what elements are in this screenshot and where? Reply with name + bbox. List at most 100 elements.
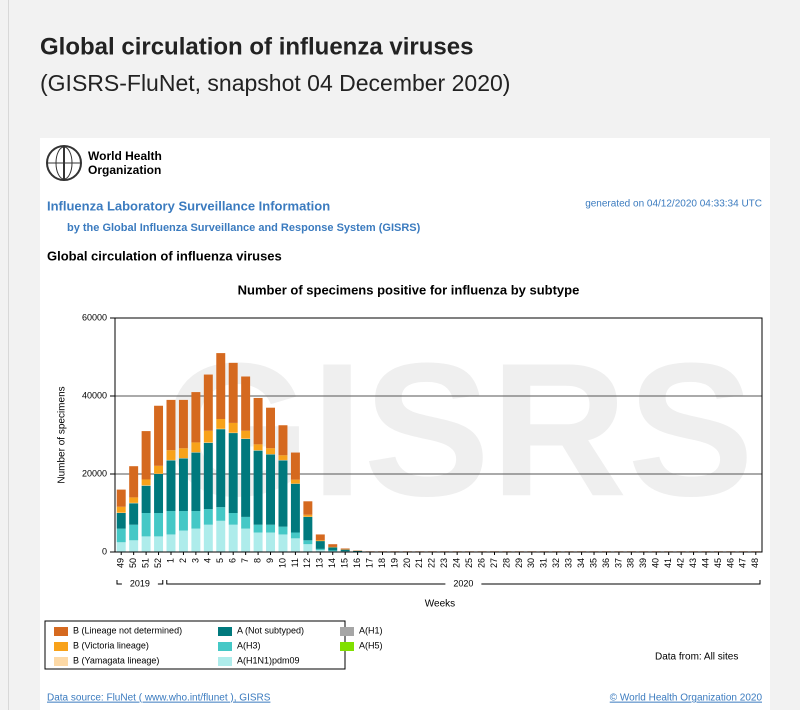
- bar-segment: [241, 528, 251, 552]
- x-tick-label: 18: [377, 558, 387, 568]
- bar-segment: [191, 452, 201, 512]
- x-tick-label: 1: [165, 558, 175, 563]
- bar-segment: [203, 524, 213, 552]
- x-tick-label: 5: [215, 558, 225, 563]
- y-tick-label: 60000: [82, 312, 107, 322]
- year-label: 2020: [453, 578, 473, 588]
- bar-segment: [353, 550, 363, 552]
- bar-segment: [241, 430, 251, 439]
- x-tick-label: 27: [489, 558, 499, 568]
- legend-swatch: [340, 627, 354, 636]
- report-subheading: by the Global Influenza Surveillance and…: [67, 222, 421, 234]
- x-tick-label: 2: [178, 558, 188, 563]
- bar-segment: [116, 489, 126, 507]
- x-tick-label: 16: [352, 558, 362, 568]
- bar-segment: [228, 433, 238, 513]
- x-tick-label: 8: [252, 558, 262, 563]
- bar-segment: [315, 550, 325, 552]
- bar-segment: [116, 528, 126, 543]
- bar-segment: [253, 450, 263, 525]
- x-tick-label: 6: [228, 558, 238, 563]
- x-tick-label: 39: [638, 558, 648, 568]
- bar-segment: [154, 513, 164, 537]
- bar-segment: [178, 458, 188, 512]
- bar-segment: [129, 497, 139, 503]
- bar-segment: [241, 376, 251, 431]
- x-tick-label: 34: [576, 558, 586, 568]
- y-tick-label: 20000: [82, 468, 107, 478]
- bar-segment: [266, 454, 276, 525]
- bar-segment: [266, 532, 276, 552]
- x-tick-label: 47: [738, 558, 748, 568]
- x-tick-label: 11: [290, 558, 300, 567]
- bar-segment: [154, 474, 164, 513]
- legend-label: A(H5): [359, 640, 383, 650]
- legend-swatch: [218, 657, 232, 666]
- legend-swatch: [54, 642, 68, 651]
- legend-label: B (Victoria lineage): [73, 640, 149, 650]
- bar-segment: [266, 448, 276, 455]
- bar-segment: [278, 425, 288, 456]
- bar-segment: [191, 392, 201, 443]
- x-tick-label: 48: [750, 558, 760, 568]
- x-tick-label: 35: [588, 558, 598, 568]
- x-tick-label: 13: [315, 558, 325, 568]
- y-tick-label: 40000: [82, 390, 107, 400]
- x-tick-label: 31: [539, 558, 549, 568]
- copyright-link[interactable]: © World Health Organization 2020: [610, 693, 763, 704]
- x-tick-label: 40: [651, 558, 661, 568]
- bar-segment: [228, 513, 238, 525]
- x-tick-label: 32: [551, 558, 561, 568]
- x-tick-label: 41: [663, 558, 673, 568]
- bar-segment: [129, 540, 139, 552]
- bar-segment: [303, 516, 313, 541]
- x-tick-label: 42: [676, 558, 686, 568]
- who-logo: [46, 145, 82, 181]
- x-tick-label: 26: [476, 558, 486, 568]
- x-tick-label: 29: [514, 558, 524, 568]
- x-tick-label: 37: [613, 558, 623, 568]
- bar-segment: [141, 513, 151, 537]
- x-tick-label: 15: [340, 558, 350, 568]
- page-subtitle: (GISRS-FluNet, snapshot 04 December 2020…: [40, 70, 510, 96]
- x-tick-label: 22: [427, 558, 437, 568]
- bar-segment: [116, 506, 126, 513]
- data-from: Data from: All sites: [655, 652, 738, 663]
- bar-segment: [141, 479, 151, 486]
- bar-segment: [315, 540, 325, 542]
- legend-swatch: [218, 642, 232, 651]
- bar-segment: [253, 444, 263, 451]
- bar-segment: [178, 399, 188, 449]
- bar-segment: [241, 516, 251, 529]
- bar-segment: [141, 485, 151, 513]
- plot-frame: [114, 317, 763, 553]
- x-tick-label: 38: [626, 558, 636, 568]
- bar-segment: [290, 532, 300, 539]
- source-link[interactable]: Data source: FluNet ( www.who.int/flunet…: [47, 693, 271, 704]
- bar-segment: [241, 438, 251, 517]
- legend-label: B (Lineage not determined): [73, 625, 182, 635]
- bar-segment: [303, 540, 313, 545]
- bar-segment: [278, 534, 288, 552]
- bar-segment: [228, 422, 238, 433]
- report-heading: Influenza Laboratory Surveillance Inform…: [47, 198, 330, 213]
- bar-segment: [253, 524, 263, 533]
- bar-segment: [216, 507, 226, 521]
- x-tick-label: 49: [116, 558, 126, 568]
- bar-segment: [154, 465, 164, 474]
- x-tick-label: 25: [464, 558, 474, 568]
- x-tick-label: 33: [564, 558, 574, 568]
- y-axis-label: Number of specimens: [57, 386, 68, 483]
- bar-segment: [203, 442, 213, 510]
- bar-segment: [228, 362, 238, 423]
- year-label: 2019: [130, 578, 150, 588]
- bar-segment: [178, 511, 188, 531]
- x-tick-label: 46: [725, 558, 735, 568]
- bar-segment: [340, 548, 350, 550]
- bar-segment: [203, 374, 213, 431]
- bar-segment: [166, 534, 176, 552]
- bar-segment: [266, 407, 276, 449]
- x-tick-label: 36: [601, 558, 611, 568]
- bar-segment: [166, 399, 176, 451]
- bar-segment: [278, 455, 288, 460]
